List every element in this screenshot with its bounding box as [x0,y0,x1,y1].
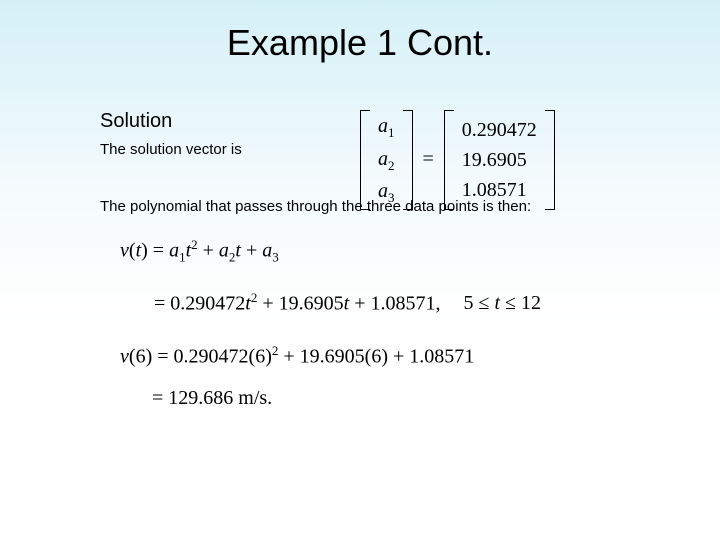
matrix-cell: 0.290472 [462,118,537,142]
equation-3: v(6) = 0.290472(6)2 + 19.6905(6) + 1.085… [120,343,720,369]
left-bracket-open [360,110,370,210]
equals-sign: = [419,148,438,171]
matrix-right-column: 0.290472 19.6905 1.08571 [460,114,539,206]
equation-2: = 0.290472t2 + 19.6905t + 1.08571, 5 ≤ t… [154,290,720,316]
equation-1: v(t) = a1t2 + a2t + a3 [120,237,720,266]
matrix-cell: a1 [378,114,395,141]
right-bracket-open [444,110,454,210]
equation-4: = 129.686 m/s. [152,387,720,410]
matrix-equation: a1 a2 a3 = 0.290472 19.6905 1.08571 [360,110,555,210]
matrix-cell: 1.08571 [462,178,537,202]
right-bracket-close [545,110,555,210]
matrix-left-column: a1 a2 a3 [376,110,397,210]
slide-title: Example 1 Cont. [0,0,720,64]
matrix-cell: a3 [378,179,395,206]
matrix-cell: 19.6905 [462,148,537,172]
left-bracket-close [403,110,413,210]
matrix-cell: a2 [378,147,395,174]
